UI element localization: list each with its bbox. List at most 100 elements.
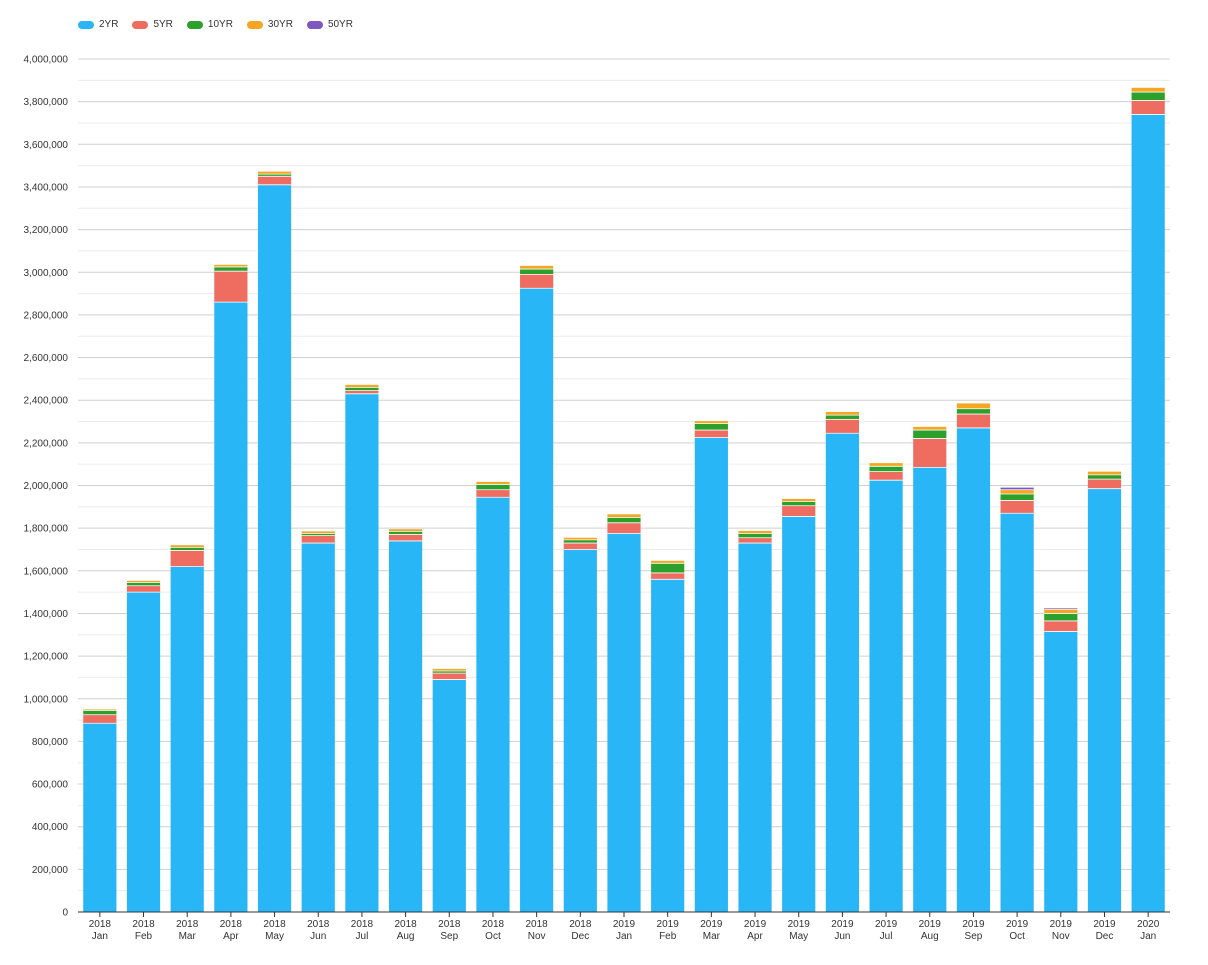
bar-5yr-2018-nov[interactable] [520,274,554,289]
bar-10yr-2019-nov[interactable] [1044,613,1078,621]
bar-5yr-2019-nov[interactable] [1044,620,1078,632]
bar-2yr-2018-jun[interactable] [301,543,335,912]
bar-10yr-2018-jan[interactable] [83,710,117,715]
bar-5yr-2019-oct[interactable] [1000,500,1034,514]
bar-5yr-2019-dec[interactable] [1087,479,1122,489]
bar-2yr-2018-sep[interactable] [432,679,466,912]
bar-10yr-2019-jan[interactable] [607,517,641,523]
bar-10yr-2019-aug[interactable] [913,430,947,439]
bar-30yr-2019-nov[interactable] [1044,609,1078,614]
bar-10yr-2018-sep[interactable] [432,671,466,674]
bar-10yr-2018-mar[interactable] [170,547,204,551]
bar-2yr-2018-jul[interactable] [345,393,379,912]
bar-2yr-2019-aug[interactable] [913,467,947,912]
bar-2yr-2018-jan[interactable] [83,723,117,912]
bar-10yr-2019-apr[interactable] [738,533,772,538]
bar-2yr-2018-aug[interactable] [389,540,423,912]
bar-10yr-2020-jan[interactable] [1131,92,1165,101]
bar-2yr-2018-apr[interactable] [214,302,248,913]
bar-10yr-2019-feb[interactable] [651,563,685,573]
bar-2yr-2018-oct[interactable] [476,497,510,912]
bar-10yr-2019-dec[interactable] [1087,474,1122,480]
bar-2yr-2018-may[interactable] [257,184,292,912]
bar-10yr-2018-jun[interactable] [301,533,335,536]
bar-30yr-2019-apr[interactable] [738,530,772,534]
bar-2yr-2019-may[interactable] [782,516,816,912]
bar-2yr-2019-mar[interactable] [694,437,728,912]
bar-30yr-2018-nov[interactable] [520,265,554,270]
bar-5yr-2019-aug[interactable] [913,438,947,468]
bar-2yr-2018-dec[interactable] [563,549,597,912]
bar-5yr-2018-sep[interactable] [432,673,466,680]
legend-item-5yr[interactable]: 5YR [132,19,173,30]
bar-2yr-2019-dec[interactable] [1087,488,1122,912]
bar-30yr-2019-sep[interactable] [956,403,991,409]
bar-5yr-2018-feb[interactable] [126,585,161,593]
bar-2yr-2018-nov[interactable] [520,288,554,912]
bar-5yr-2020-jan[interactable] [1131,100,1165,115]
bar-10yr-2018-apr[interactable] [214,266,248,272]
bar-5yr-2019-jun[interactable] [825,419,859,434]
legend-item-2yr[interactable]: 2YR [78,19,118,30]
bar-10yr-2018-dec[interactable] [563,539,597,544]
bar-5yr-2019-jan[interactable] [607,522,641,534]
bar-30yr-2018-feb[interactable] [126,580,161,583]
bar-30yr-2018-jan[interactable] [83,709,117,711]
bar-10yr-2019-mar[interactable] [694,423,728,431]
legend-item-10yr[interactable]: 10YR [186,19,233,30]
bar-10yr-2019-sep[interactable] [956,408,991,415]
bar-10yr-2019-jun[interactable] [825,415,859,420]
bar-2yr-2018-mar[interactable] [170,566,204,912]
bar-30yr-2019-dec[interactable] [1087,471,1122,475]
bar-2yr-2019-jan[interactable] [607,533,641,912]
bar-30yr-2019-feb[interactable] [651,560,685,564]
bar-30yr-2018-aug[interactable] [389,529,423,532]
bar-30yr-2018-jul[interactable] [345,384,379,388]
bar-2yr-2019-sep[interactable] [956,427,991,912]
bar-2yr-2019-oct[interactable] [1000,513,1034,912]
bar-2yr-2020-jan[interactable] [1131,114,1165,912]
bar-30yr-2018-mar[interactable] [170,545,204,548]
bar-2yr-2019-feb[interactable] [651,579,685,912]
bar-30yr-2018-apr[interactable] [214,264,248,267]
bar-30yr-2019-jun[interactable] [825,411,859,416]
bar-5yr-2019-sep[interactable] [956,414,991,428]
bar-5yr-2018-jul[interactable] [345,390,379,394]
bar-30yr-2019-may[interactable] [782,498,816,502]
bar-30yr-2020-jan[interactable] [1131,87,1165,93]
bar-30yr-2018-sep[interactable] [432,668,466,672]
bar-10yr-2018-jul[interactable] [345,387,379,391]
bar-5yr-2019-feb[interactable] [651,572,685,580]
bar-30yr-2018-jun[interactable] [301,531,335,534]
bar-5yr-2018-apr[interactable] [214,271,248,303]
bar-2yr-2019-apr[interactable] [738,543,772,912]
bar-30yr-2019-oct[interactable] [1000,489,1034,495]
bar-30yr-2019-jul[interactable] [869,463,903,467]
bar-30yr-2018-may[interactable] [257,171,292,175]
bar-5yr-2018-dec[interactable] [563,543,597,550]
bar-10yr-2018-aug[interactable] [389,531,423,535]
bar-50yr-2019-oct[interactable] [1000,487,1034,490]
bar-5yr-2018-jun[interactable] [301,535,335,544]
bar-5yr-2018-jan[interactable] [83,714,117,724]
legend-item-50yr[interactable]: 50YR [306,19,353,30]
bar-30yr-2019-aug[interactable] [913,426,947,431]
bar-10yr-2019-oct[interactable] [1000,494,1034,501]
bar-10yr-2019-may[interactable] [782,501,816,506]
bar-5yr-2019-may[interactable] [782,505,816,517]
bar-30yr-2018-oct[interactable] [476,481,510,485]
bar-5yr-2019-jul[interactable] [869,471,903,481]
bar-5yr-2018-aug[interactable] [389,534,423,541]
legend-item-30yr[interactable]: 30YR [246,19,293,30]
bar-5yr-2018-may[interactable] [257,176,292,185]
bar-5yr-2019-mar[interactable] [694,430,728,438]
bar-10yr-2018-may[interactable] [257,174,292,177]
bar-30yr-2018-dec[interactable] [563,537,597,540]
bar-10yr-2018-oct[interactable] [476,484,510,490]
bar-10yr-2018-feb[interactable] [126,582,161,586]
bar-50yr-2019-nov[interactable] [1044,608,1078,610]
bar-30yr-2019-jan[interactable] [607,514,641,518]
bar-5yr-2019-apr[interactable] [738,537,772,544]
bar-2yr-2019-jun[interactable] [825,433,859,912]
bar-2yr-2018-feb[interactable] [126,592,161,912]
